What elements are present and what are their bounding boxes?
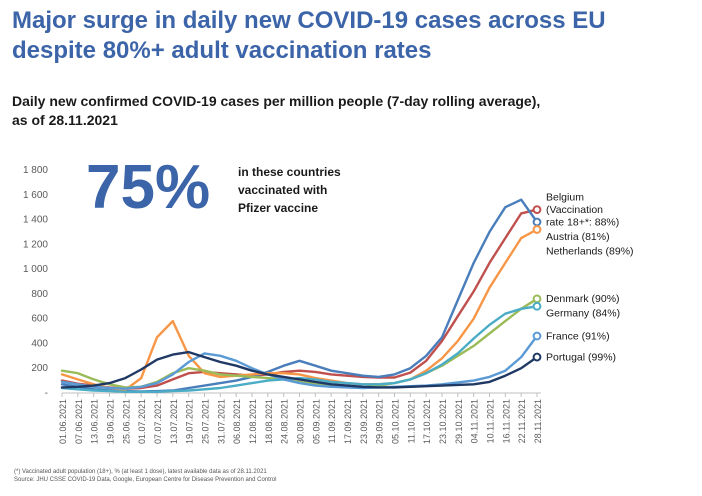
callout: 75% in these countries vaccinated with P…	[86, 153, 341, 222]
x-tick-label: 07.07.2021	[153, 399, 163, 444]
series-line	[60, 228, 539, 392]
callout-line-1: in these countries	[238, 165, 341, 179]
x-tick-label: 11.09.2021	[327, 399, 337, 443]
series-label: Germany (84%)	[546, 308, 620, 320]
chart-subtitle: Daily new confirmed COVID-19 cases per m…	[12, 92, 652, 130]
x-tick-label: 25.07.2021	[201, 399, 211, 444]
series-end-point	[532, 301, 542, 311]
series-label: Netherlands (89%)	[546, 245, 634, 257]
series-label: rate 18+*: 88%)	[546, 216, 619, 228]
y-tick-label: 1 400	[23, 215, 48, 226]
subtitle-line-2: as of 28.11.2021	[12, 112, 118, 128]
series-end-point	[532, 331, 542, 341]
callout-big-number: 75%	[86, 153, 210, 222]
series-line	[60, 198, 539, 393]
series-label: France (91%)	[546, 330, 610, 342]
footnote-vaccination: (*) Vaccinated adult population (18+), %…	[14, 469, 267, 475]
x-tick-label: 18.08.2021	[264, 399, 274, 444]
x-tick-label: 07.06.2021	[74, 399, 84, 444]
series-end-point	[532, 225, 542, 234]
series-label: Belgium	[546, 191, 584, 203]
footnote-source: Source: JHU CSSE COVID-19 Data, Google, …	[14, 477, 277, 483]
x-tick-label: 05.10.2021	[391, 399, 401, 444]
series-line	[60, 305, 539, 393]
x-tick-label: 25.06.2021	[121, 399, 131, 444]
x-tick-label: 17.09.2021	[343, 399, 353, 444]
x-tick-label: 23.10.2021	[438, 399, 448, 444]
series-end-point	[532, 217, 542, 227]
series-end-point	[532, 205, 542, 215]
x-tick-label: 28.11.2021	[533, 399, 543, 443]
series-label: (Vaccination	[546, 204, 603, 216]
series-line	[60, 334, 539, 390]
callout-line-2: vaccinated with	[238, 183, 327, 197]
x-tick-label: 12.08.2021	[248, 399, 258, 444]
y-tick-label: 800	[31, 289, 48, 300]
x-tick-label: 31.07.2021	[216, 399, 226, 444]
series-label: Portugal (99%)	[546, 351, 616, 363]
x-tick-label: 05.09.2021	[311, 399, 321, 444]
x-tick-label: 13.06.2021	[90, 399, 100, 444]
series-label: Austria (81%)	[546, 231, 610, 243]
headline: Major surge in daily new COVID-19 cases …	[12, 6, 692, 66]
x-tick-label: 17.10.2021	[422, 399, 432, 444]
subtitle-line-1: Daily new confirmed COVID-19 cases per m…	[12, 93, 541, 109]
y-tick-label: 1 000	[23, 264, 48, 275]
chart-axes: - 200 400 600 800 1 000 1 200 1 400 1 600 1 800 01…	[23, 165, 543, 444]
y-tick-label: 400	[31, 338, 48, 349]
headline-line-2: despite 80%+ adult vaccination rates	[12, 37, 432, 64]
x-tick-label: 24.08.2021	[280, 399, 290, 444]
x-tick-label: 29.10.2021	[454, 399, 464, 444]
x-tick-label: 22.11.2021	[517, 399, 527, 443]
y-tick-label: 200	[31, 363, 48, 374]
x-tick-label: 23.09.2021	[359, 399, 369, 444]
x-tick-label: 19.07.2021	[185, 399, 195, 444]
y-tick-label: 600	[31, 314, 48, 325]
series-line	[60, 350, 539, 389]
series-end-point	[532, 294, 542, 304]
x-tick-label: 29.09.2021	[375, 399, 385, 444]
x-tick-label: 10.11.2021	[486, 399, 496, 443]
x-tick-label: 11.10.2021	[406, 399, 416, 443]
x-tick-label: 04.11.2021	[470, 399, 480, 443]
x-tick-label: 19.06.2021	[106, 399, 116, 444]
y-tick-label: 1 800	[23, 165, 48, 176]
x-tick-label: 01.06.2021	[58, 399, 68, 444]
x-tick-label: 16.11.2021	[501, 399, 511, 443]
series-label: Denmark (90%)	[546, 293, 620, 305]
headline-line-1: Major surge in daily new COVID-19 cases …	[12, 7, 606, 34]
y-tick-label: -	[45, 388, 48, 399]
series-layer	[60, 198, 542, 393]
y-tick-label: 1 600	[23, 190, 48, 201]
y-tick-label: 1 200	[23, 239, 48, 250]
series-end-point	[532, 352, 542, 362]
x-tick-label: 30.08.2021	[296, 399, 306, 444]
x-tick-label: 06.08.2021	[232, 399, 242, 444]
x-tick-label: 01.07.2021	[137, 399, 147, 444]
callout-line-3: Pfizer vaccine	[238, 201, 318, 215]
x-tick-label: 13.07.2021	[169, 399, 179, 444]
